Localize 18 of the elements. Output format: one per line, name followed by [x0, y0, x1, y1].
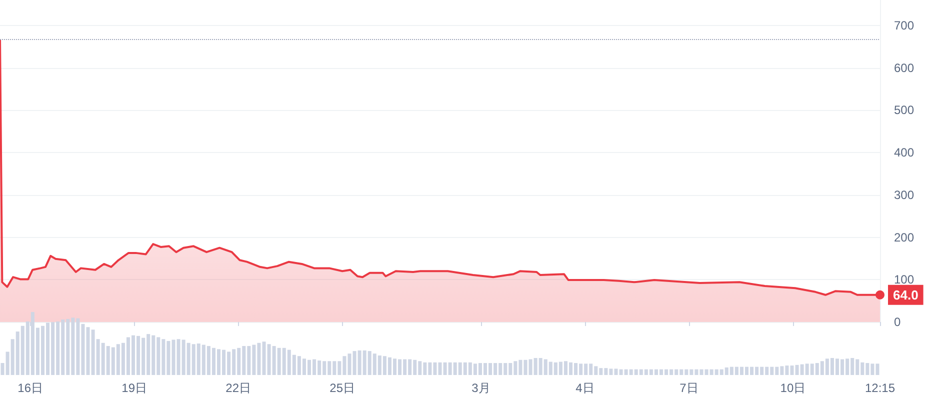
y-tick-label: 200	[894, 230, 914, 244]
x-tick-label: 4日	[576, 381, 594, 395]
x-tick-label: 12:15	[864, 381, 896, 395]
y-tick-label: 400	[894, 146, 914, 160]
y-tick-label: 700	[894, 18, 914, 32]
x-tick-label: 10日	[780, 381, 806, 395]
annotation: 64.0	[893, 287, 918, 302]
y-tick-label: 600	[894, 60, 914, 75]
x-tick-label: 16日	[18, 381, 44, 395]
y-tick-label: 0	[894, 315, 901, 329]
x-tick-label: 19日	[122, 381, 148, 395]
x-tick-label: 22日	[226, 381, 252, 395]
x-tick-label: 3月	[472, 381, 490, 395]
x-tick-label: 25日	[330, 381, 355, 395]
y-tick-label: 300	[894, 188, 914, 202]
y-tick-label: 100	[894, 272, 914, 287]
y-tick-label: 500	[894, 103, 914, 118]
x-tick-label: 7日	[680, 381, 698, 395]
